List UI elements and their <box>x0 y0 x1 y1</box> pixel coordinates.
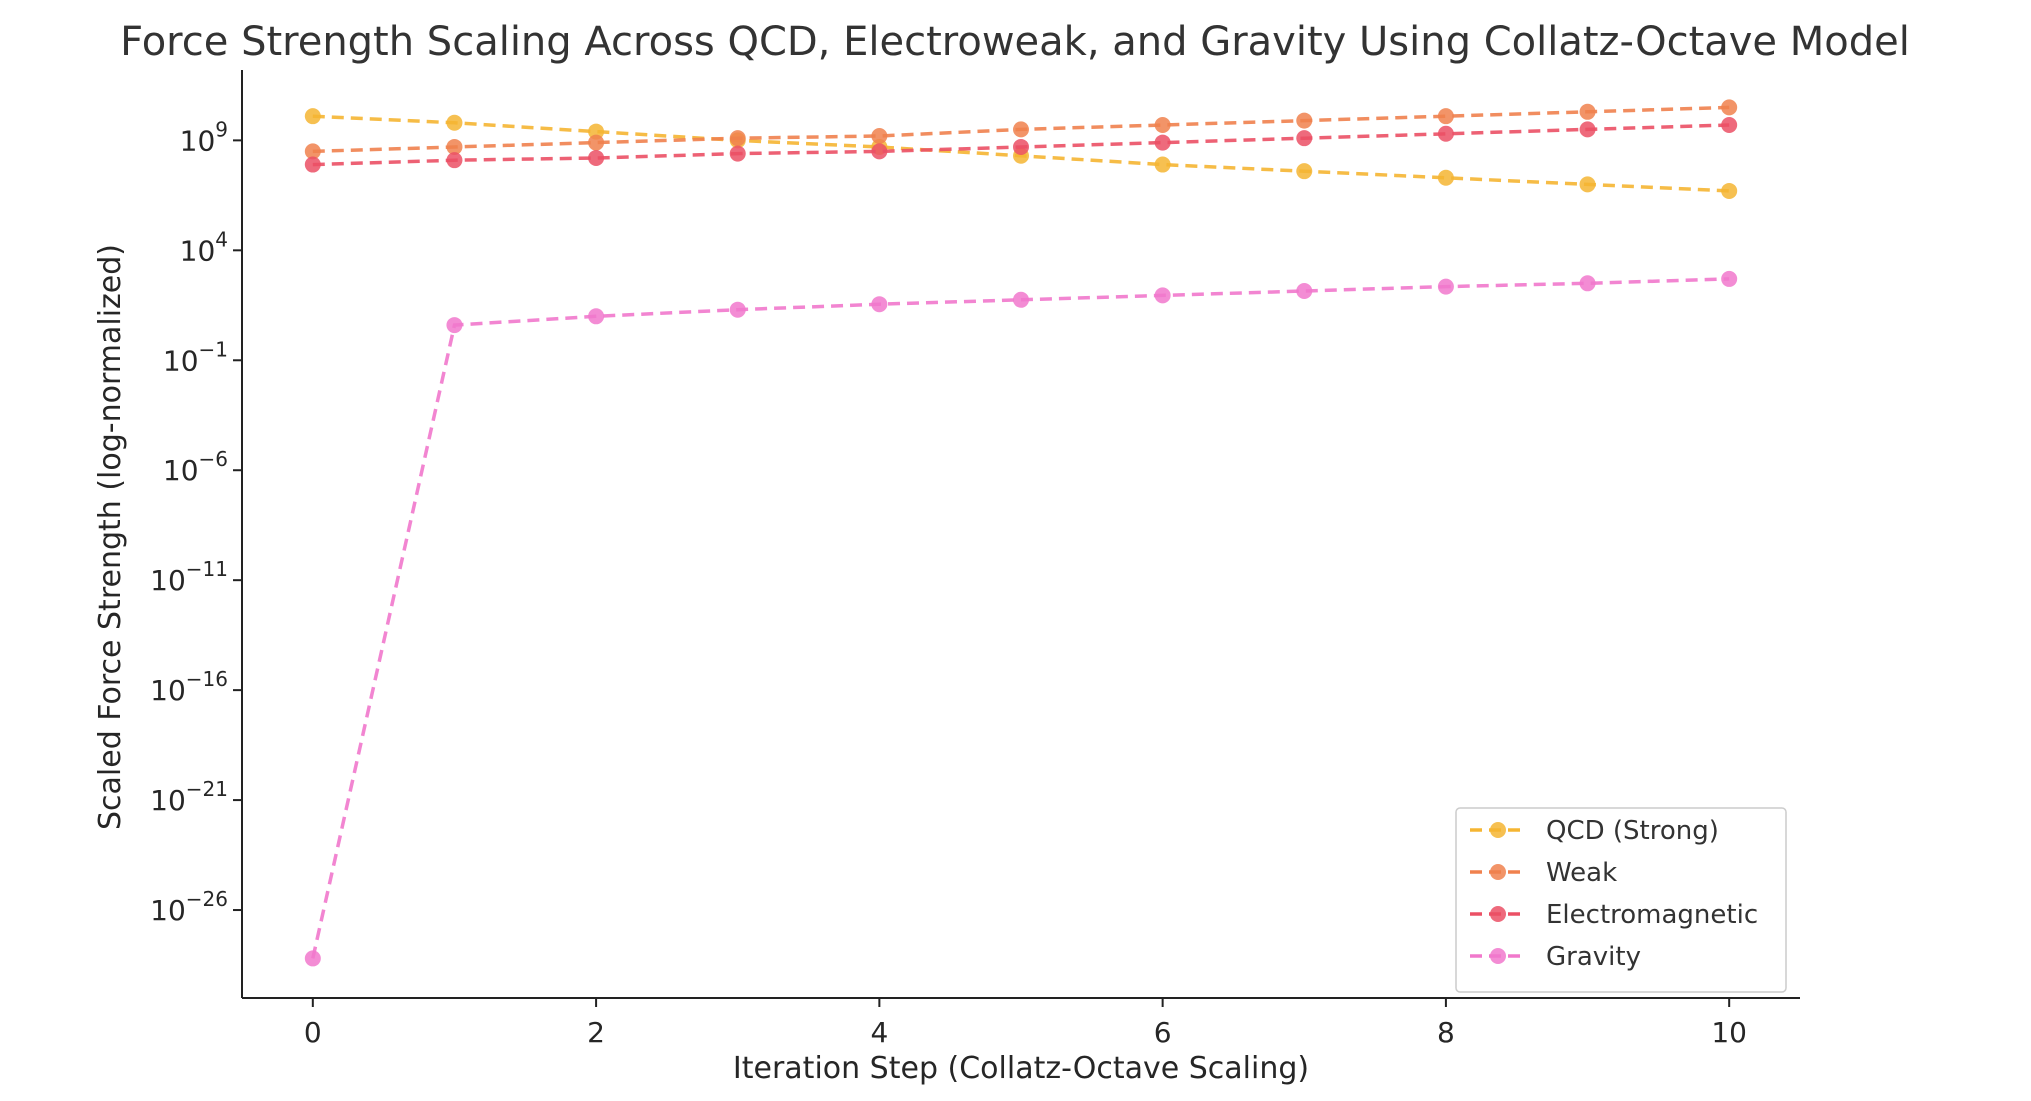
data-point-electromagnetic <box>729 145 746 162</box>
y-axis-label: Scaled Force Strength (log-normalized) <box>93 244 128 830</box>
plot-area: 0 2 4 6 8 10 109 104 10−1 10−6 10−11 10−16 10−21 10−2… <box>150 70 1800 1049</box>
x-tick-label: 8 <box>1437 1016 1455 1049</box>
data-point-weak <box>729 130 746 147</box>
data-point-qcd-strong <box>1721 182 1738 199</box>
data-point-weak <box>1296 112 1313 129</box>
data-point-gravity <box>1721 270 1738 287</box>
data-point-weak <box>1721 99 1738 116</box>
data-point-electromagnetic <box>1721 116 1738 133</box>
data-point-gravity <box>1296 283 1313 300</box>
y-tick-label: 10−21 <box>150 777 228 817</box>
chart-title: Force Strength Scaling Across QCD, Elect… <box>120 19 1910 65</box>
y-tick-label: 10−1 <box>163 337 228 377</box>
y-tick-label: 10−6 <box>163 447 228 487</box>
y-tick-label: 10−11 <box>150 557 228 597</box>
x-tick-label: 2 <box>587 1016 605 1049</box>
data-point-gravity <box>1579 275 1596 292</box>
y-tick-label: 104 <box>180 227 228 267</box>
x-tick-label: 10 <box>1711 1016 1747 1049</box>
data-point-weak <box>588 134 605 151</box>
legend-marker-qcd-strong <box>1490 822 1506 838</box>
data-point-qcd-strong <box>1437 169 1454 186</box>
data-point-electromagnetic <box>1013 138 1029 155</box>
y-tick-label: 10−26 <box>150 887 228 927</box>
data-point-weak <box>1013 121 1029 138</box>
data-point-weak <box>1154 116 1171 133</box>
data-point-qcd-strong <box>588 123 605 140</box>
legend-marker-gravity <box>1490 948 1506 964</box>
data-point-gravity <box>1154 287 1171 304</box>
data-point-electromagnetic <box>304 156 321 173</box>
legend-marker-electromagnetic <box>1490 906 1506 922</box>
x-tick-label: 4 <box>870 1016 888 1049</box>
legend-box <box>1455 807 1787 993</box>
x-tick-label: 6 <box>1154 1016 1172 1049</box>
data-point-weak <box>1437 108 1454 125</box>
data-point-electromagnetic <box>1437 125 1454 142</box>
legend-label-weak: Weak <box>1546 858 1617 888</box>
legend-label-electromagnetic: Electromagnetic <box>1546 900 1758 930</box>
data-point-weak <box>871 127 888 144</box>
data-point-gravity <box>729 301 746 318</box>
data-point-gravity <box>588 308 605 325</box>
data-point-gravity <box>1013 291 1029 308</box>
data-point-electromagnetic <box>871 143 888 160</box>
data-point-electromagnetic <box>1154 134 1171 151</box>
data-point-qcd-strong <box>446 114 463 131</box>
data-point-electromagnetic <box>1296 130 1313 147</box>
y-tick-label: 10−16 <box>150 667 228 707</box>
data-point-qcd-strong <box>304 108 321 125</box>
data-point-electromagnetic <box>446 152 463 169</box>
legend: QCD (Strong) Weak Electromagnetic Gravity <box>1455 807 1787 993</box>
data-point-weak <box>446 138 463 155</box>
x-tick-label: 0 <box>304 1016 322 1049</box>
legend-marker-weak <box>1490 864 1506 880</box>
data-point-weak <box>1579 103 1596 120</box>
data-point-electromagnetic <box>1579 121 1596 138</box>
data-point-qcd-strong <box>1296 163 1313 180</box>
y-tick-label: 109 <box>180 117 228 157</box>
data-point-qcd-strong <box>1579 176 1596 193</box>
legend-label-qcd-strong: QCD (Strong) <box>1546 816 1719 846</box>
data-point-weak <box>304 143 321 160</box>
x-axis-label: Iteration Step (Collatz-Octave Scaling) <box>733 1051 1309 1086</box>
data-point-gravity <box>304 950 321 967</box>
data-point-gravity <box>871 296 888 313</box>
legend-label-gravity: Gravity <box>1546 942 1641 972</box>
data-point-gravity <box>446 317 463 334</box>
data-point-gravity <box>1437 278 1454 295</box>
data-point-qcd-strong <box>1154 156 1171 173</box>
data-point-electromagnetic <box>588 149 605 166</box>
